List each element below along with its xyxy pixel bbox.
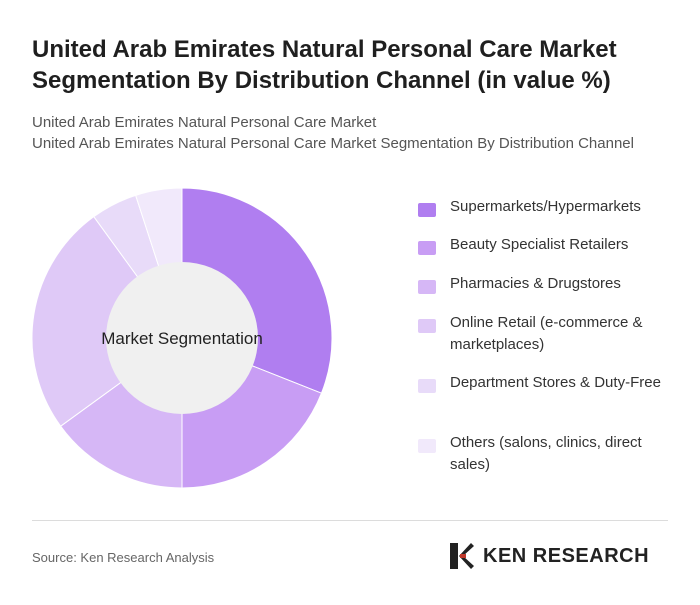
legend-label: Department Stores & Duty-Free	[450, 374, 661, 391]
legend-swatch	[418, 319, 436, 333]
legend-label: Others (salons, clinics, direct sales)	[450, 434, 642, 473]
ken-research-logo-icon	[450, 543, 474, 569]
legend-item: Supermarkets/Hypermarkets	[416, 196, 641, 218]
center-label: Market Segmentation	[101, 329, 263, 348]
legend-item: Department Stores & Duty-Free	[416, 372, 661, 394]
legend-item: Beauty Specialist Retailers	[416, 234, 628, 256]
ken-research-logo: KEN RESEARCH	[447, 541, 672, 571]
legend-item: Online Retail (e-commerce & marketplaces…	[416, 312, 676, 356]
chart-subtitle-segmentation: United Arab Emirates Natural Personal Ca…	[32, 135, 634, 152]
donut-center	[106, 262, 258, 414]
donut-slice-4	[31, 215, 183, 427]
legend-label: Beauty Specialist Retailers	[450, 236, 629, 253]
legend-label: Pharmacies & Drugstores	[450, 275, 621, 292]
chart-subtitle-market: United Arab Emirates Natural Personal Ca…	[32, 114, 377, 131]
legend-label: Online Retail (e-commerce & marketplaces…	[450, 314, 643, 353]
legend-label: Supermarkets/Hypermarkets	[450, 198, 641, 215]
donut-chart: Market Segmentation	[31, 187, 333, 489]
legend-item: Pharmacies & Drugstores	[416, 273, 621, 295]
legend-item: Others (salons, clinics, direct sales)	[416, 432, 676, 476]
source-note: Source: Ken Research Analysis	[32, 550, 215, 565]
legend-swatch	[418, 379, 436, 393]
footer-divider	[32, 520, 668, 521]
legend-swatch	[418, 241, 436, 255]
chart-title: United Arab Emirates Natural Personal Ca…	[32, 36, 617, 94]
legend-swatch	[418, 439, 436, 453]
legend-swatch	[418, 280, 436, 294]
logo-text: KEN RESEARCH	[483, 545, 650, 567]
legend-swatch	[418, 203, 436, 217]
